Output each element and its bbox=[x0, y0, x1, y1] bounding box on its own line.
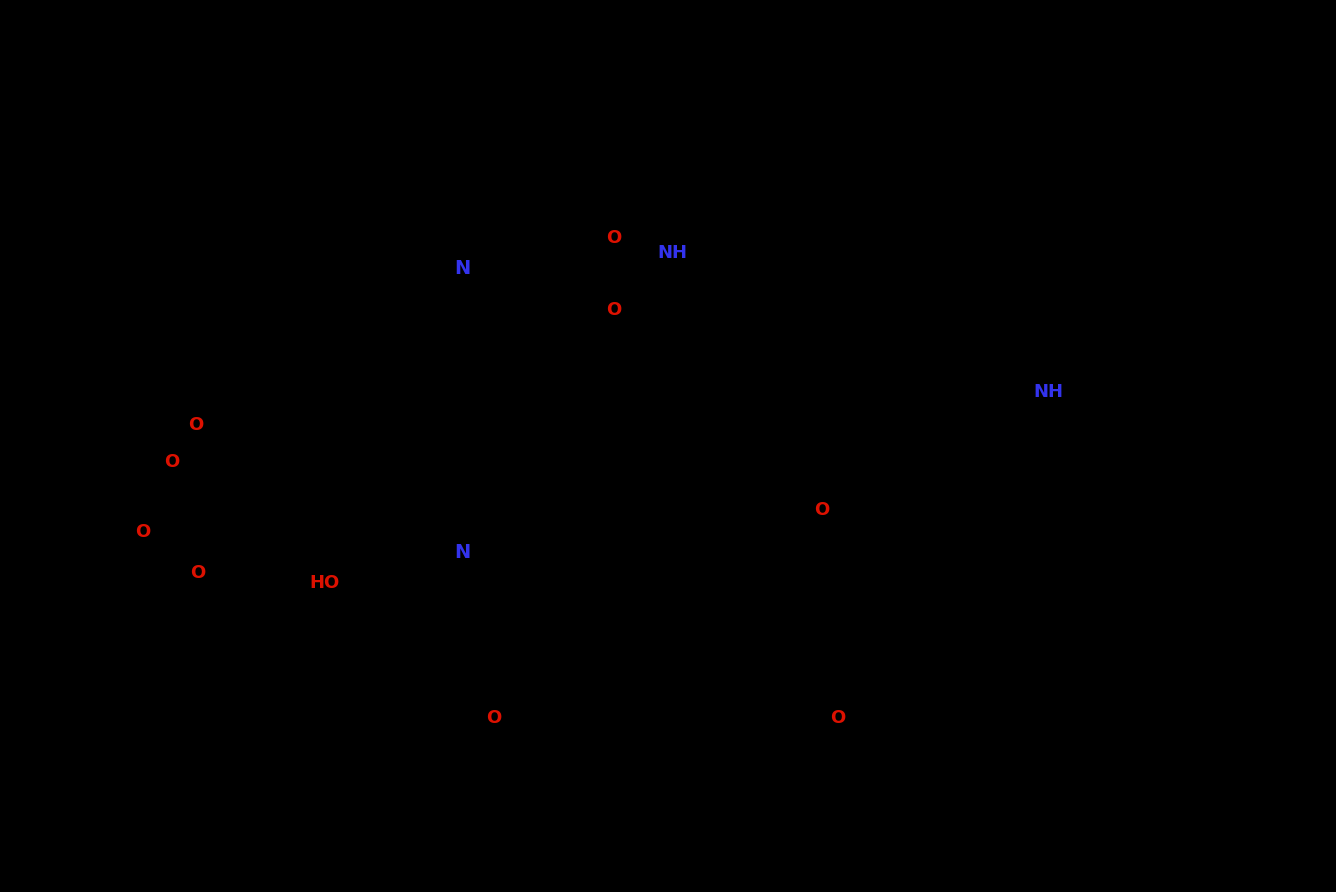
Text: O: O bbox=[486, 709, 501, 727]
Text: HO: HO bbox=[310, 574, 341, 592]
Text: O: O bbox=[164, 453, 179, 471]
Text: O: O bbox=[831, 709, 846, 727]
Text: O: O bbox=[815, 501, 830, 519]
Text: NH: NH bbox=[657, 244, 687, 262]
Text: N: N bbox=[454, 543, 470, 563]
Text: O: O bbox=[607, 229, 621, 247]
Text: N: N bbox=[454, 259, 470, 277]
Text: NH: NH bbox=[1033, 383, 1063, 401]
Text: O: O bbox=[188, 416, 203, 434]
Text: O: O bbox=[607, 301, 621, 319]
Text: O: O bbox=[135, 523, 151, 541]
Text: O: O bbox=[190, 564, 206, 582]
